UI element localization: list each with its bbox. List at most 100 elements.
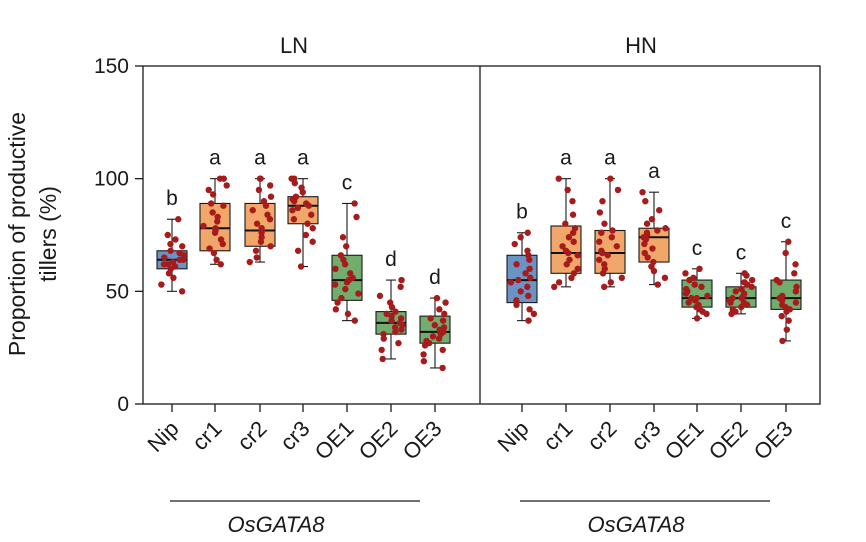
point-hn-cr1-11 [570, 238, 577, 245]
point-ln-oe1-7 [331, 281, 339, 288]
point-hn-cr2-1 [607, 279, 614, 286]
panel-title-hn: HN [625, 33, 657, 58]
point-ln-nip-10 [176, 256, 183, 263]
point-hn-nip-3 [513, 301, 520, 309]
point-hn-oe1-5 [695, 301, 702, 309]
point-hn-oe3-7 [778, 301, 786, 309]
point-hn-cr2-14 [609, 227, 616, 234]
point-hn-oe3-1 [783, 326, 791, 333]
point-ln-oe1-0 [351, 317, 359, 324]
point-hn-oe3-16 [791, 270, 798, 277]
point-ln-oe2-0 [379, 355, 386, 363]
point-hn-cr1-18 [564, 186, 571, 194]
point-hn-nip-5 [525, 292, 532, 300]
point-hn-nip-10 [527, 274, 534, 282]
point-hn-nip-12 [526, 265, 533, 272]
sig-letter-hn-oe2: c [736, 241, 747, 264]
point-ln-cr2-1 [253, 254, 260, 261]
point-hn-oe1-14 [698, 283, 705, 291]
point-ln-cr1-14 [207, 200, 215, 207]
point-ln-cr1-0 [217, 261, 224, 268]
point-hn-oe1-13 [682, 285, 690, 293]
point-hn-oe3-18 [782, 249, 789, 257]
point-hn-oe1-9 [693, 294, 701, 302]
point-ln-oe2-2 [395, 339, 402, 347]
point-hn-cr2-18 [614, 186, 622, 194]
point-ln-oe3-16 [441, 310, 448, 318]
point-ln-cr1-3 [206, 245, 213, 252]
point-hn-cr3-1 [661, 274, 669, 282]
point-hn-cr1-4 [574, 265, 581, 272]
point-hn-nip-11 [522, 270, 529, 277]
sig-letter-hn-cr2: a [604, 147, 616, 170]
point-ln-oe2-5 [392, 328, 399, 336]
point-hn-cr2-17 [599, 198, 606, 205]
point-ln-oe3-3 [439, 346, 446, 354]
sig-letter-hn-nip: b [516, 201, 528, 224]
point-hn-cr3-14 [662, 225, 669, 232]
category-label-ln-nip: Nip [143, 416, 184, 457]
point-ln-cr2-16 [255, 186, 263, 194]
point-ln-oe3-14 [439, 317, 447, 324]
point-hn-oe3-11 [779, 292, 786, 300]
point-hn-oe1-8 [688, 294, 695, 302]
point-ln-nip-0 [178, 288, 186, 295]
point-ln-oe1-6 [342, 285, 349, 293]
point-hn-cr2-7 [604, 252, 611, 259]
point-ln-oe3-15 [427, 315, 434, 322]
point-hn-nip-9 [515, 276, 522, 284]
point-ln-oe2-7 [391, 324, 399, 331]
point-ln-oe2-12 [388, 312, 395, 320]
point-ln-oe3-12 [440, 324, 448, 331]
category-label-hn-oe2: OE2 [704, 416, 753, 465]
point-hn-cr3-16 [648, 216, 656, 223]
point-hn-cr3-5 [644, 254, 651, 261]
point-ln-cr1-15 [209, 191, 217, 198]
point-ln-cr3-16 [298, 184, 305, 191]
point-hn-cr1-7 [574, 252, 581, 259]
y-tick-label-50: 50 [106, 280, 129, 303]
point-ln-oe2-19 [398, 276, 405, 284]
point-hn-cr1-3 [570, 270, 578, 277]
point-ln-oe1-5 [355, 290, 362, 297]
point-ln-cr2-14 [260, 198, 268, 205]
point-hn-cr2-19 [607, 175, 614, 182]
category-label-hn-cr1: cr1 [538, 416, 577, 455]
point-ln-oe2-4 [380, 330, 387, 338]
point-hn-nip-16 [524, 247, 531, 254]
plot-frame [142, 65, 821, 502]
point-hn-oe1-18 [682, 270, 689, 277]
point-hn-nip-17 [511, 240, 518, 248]
point-ln-oe1-16 [342, 243, 350, 250]
point-hn-cr2-12 [608, 234, 615, 241]
point-ln-cr3-8 [289, 207, 296, 214]
sig-letter-ln-cr3: a [297, 147, 309, 170]
point-ln-cr1-16 [205, 186, 212, 194]
point-ln-oe3-17 [436, 306, 443, 313]
point-ln-cr3-4 [309, 225, 316, 232]
point-ln-nip-19 [175, 216, 182, 223]
point-ln-cr3-3 [302, 231, 310, 239]
point-ln-cr1-11 [214, 213, 221, 221]
point-ln-nip-1 [158, 281, 165, 288]
point-hn-oe2-13 [738, 285, 745, 293]
point-hn-cr3-15 [643, 220, 651, 227]
point-hn-oe3-13 [793, 283, 800, 291]
point-hn-cr1-14 [571, 225, 579, 232]
point-ln-oe1-4 [338, 294, 345, 302]
point-ln-cr1-5 [217, 236, 225, 243]
point-hn-cr1-0 [550, 283, 558, 291]
point-ln-oe1-18 [353, 213, 360, 221]
sig-letter-ln-oe2: d [385, 248, 397, 271]
point-hn-cr1-9 [562, 247, 570, 254]
plot-border [142, 65, 821, 405]
point-ln-oe3-13 [431, 321, 438, 329]
point-hn-oe3-17 [792, 261, 799, 268]
panel-title-ln: LN [280, 33, 308, 58]
point-ln-cr3-11 [302, 200, 310, 207]
point-ln-cr1-13 [220, 202, 227, 209]
point-hn-nip-4 [513, 297, 520, 304]
point-ln-nip-11 [161, 254, 168, 261]
